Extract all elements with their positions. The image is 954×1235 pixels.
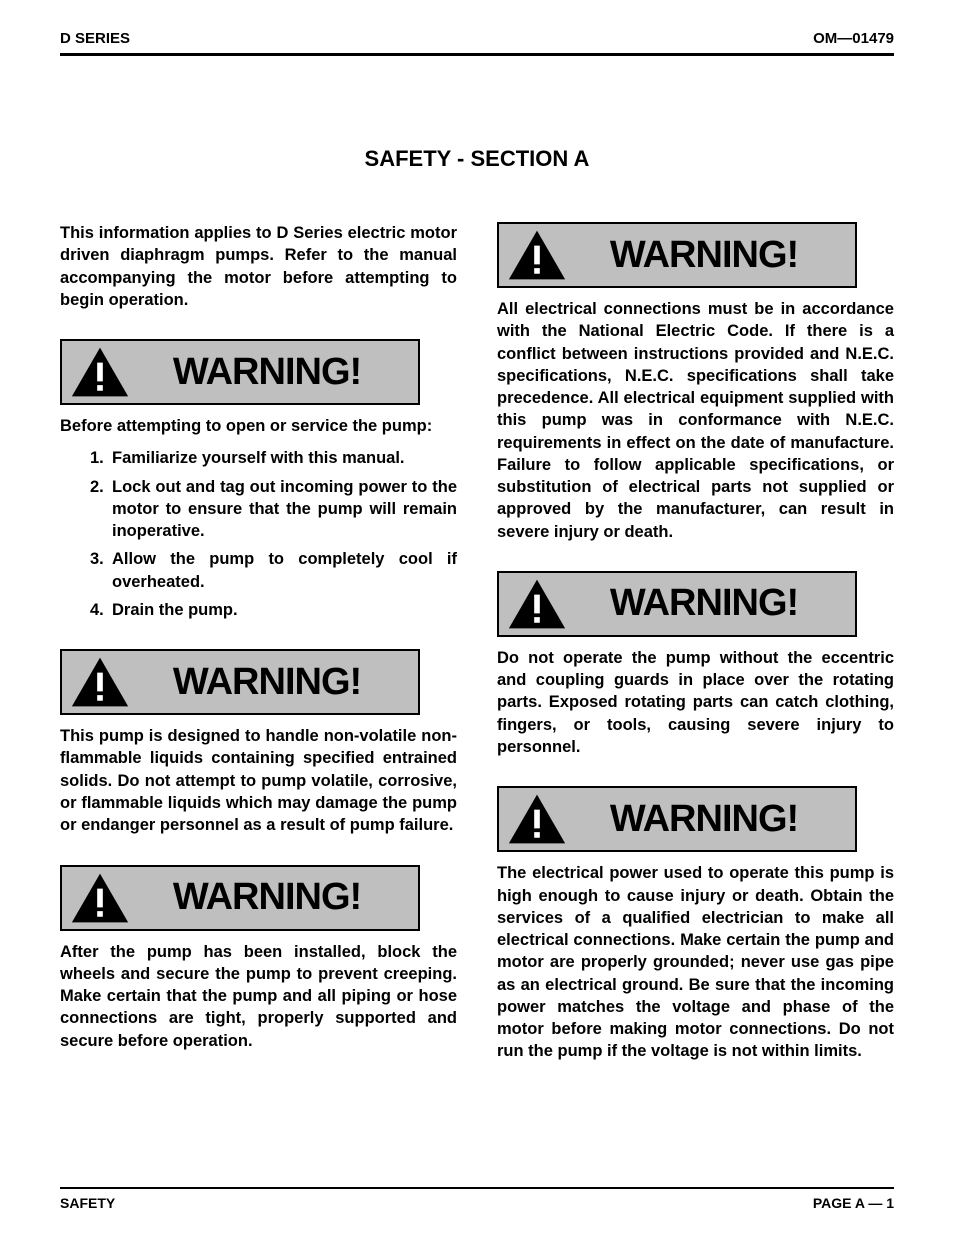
warning-label: WARNING! (130, 876, 404, 919)
warning-triangle-icon (70, 870, 130, 926)
warning-triangle-icon (507, 227, 567, 283)
warning-box: WARNING! (60, 339, 420, 405)
warning5-text: Do not operate the pump without the ecce… (497, 647, 894, 758)
footer-right: PAGE A — 1 (813, 1195, 894, 1211)
intro-text: This information applies to D Series ele… (60, 222, 457, 311)
warning-block-3: WARNING! After the pump has been install… (60, 865, 457, 1052)
warning-box: WARNING! (60, 865, 420, 931)
warning3-text: After the pump has been installed, block… (60, 941, 457, 1052)
header-right: OM—01479 (813, 30, 894, 47)
warning1-lead: Before attempting to open or service the… (60, 415, 457, 437)
warning-triangle-icon (70, 654, 130, 710)
body-columns: This information applies to D Series ele… (60, 222, 894, 1085)
page-header: D SERIES OM—01479 (60, 30, 894, 56)
warning-box: WARNING! (60, 649, 420, 715)
warning6-text: The electrical power used to operate thi… (497, 862, 894, 1062)
warning1-list: 1.Familiarize yourself with this manual.… (90, 447, 457, 621)
section-title: SAFETY - SECTION A (60, 146, 894, 172)
warning-box: WARNING! (497, 786, 857, 852)
list-item: 2.Lock out and tag out incoming power to… (90, 476, 457, 543)
warning-block-1: WARNING! Before attempting to open or se… (60, 339, 457, 621)
warning-triangle-icon (507, 791, 567, 847)
warning-block-5: WARNING! Do not operate the pump without… (497, 571, 894, 758)
warning-block-2: WARNING! This pump is designed to handle… (60, 649, 457, 836)
warning-box: WARNING! (497, 571, 857, 637)
header-left: D SERIES (60, 30, 130, 47)
warning-label: WARNING! (130, 661, 404, 704)
warning-triangle-icon (507, 576, 567, 632)
warning-block-6: WARNING! The electrical power used to op… (497, 786, 894, 1062)
page: D SERIES OM—01479 SAFETY - SECTION A Thi… (0, 0, 954, 1235)
warning-box: WARNING! (497, 222, 857, 288)
warning4-text: All electrical connections must be in ac… (497, 298, 894, 543)
footer-left: SAFETY (60, 1195, 115, 1211)
list-item: 1.Familiarize yourself with this manual. (90, 447, 457, 469)
warning-label: WARNING! (567, 582, 841, 625)
warning-label: WARNING! (130, 351, 404, 394)
warning2-text: This pump is designed to handle non-vola… (60, 725, 457, 836)
warning-block-4: WARNING! All electrical connections must… (497, 222, 894, 543)
warning-label: WARNING! (567, 798, 841, 841)
intro-block: This information applies to D Series ele… (60, 222, 457, 311)
warning-triangle-icon (70, 344, 130, 400)
warning-label: WARNING! (567, 234, 841, 277)
list-item: 4.Drain the pump. (90, 599, 457, 621)
page-footer: SAFETY PAGE A — 1 (60, 1187, 894, 1211)
list-item: 3.Allow the pump to completely cool if o… (90, 548, 457, 593)
